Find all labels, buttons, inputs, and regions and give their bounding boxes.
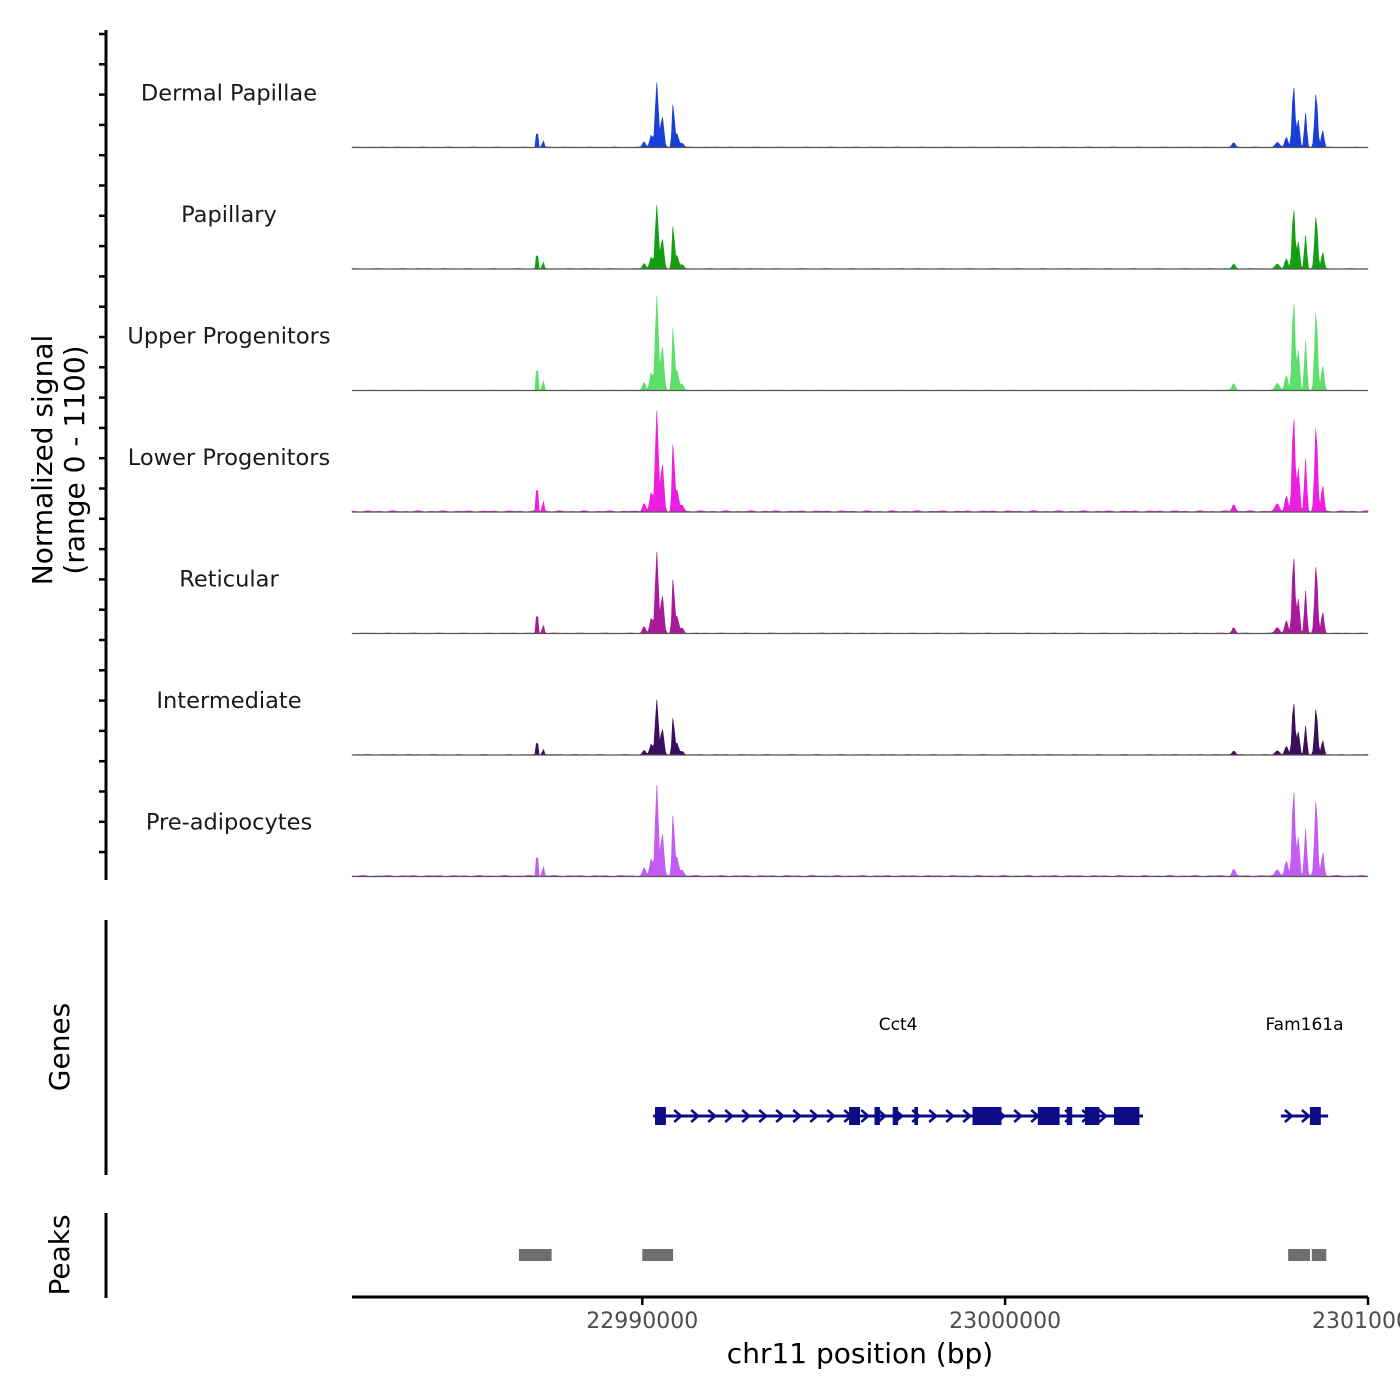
signal-area — [351, 784, 1369, 877]
y-axis-title-group: Normalized signal (range 0 - 1100) — [26, 335, 91, 586]
peak-region — [518, 1249, 552, 1261]
signal-area — [351, 551, 1369, 634]
exon — [655, 1107, 666, 1125]
x-tick-label: 23000000 — [949, 1309, 1061, 1334]
strand-arrow — [809, 1109, 820, 1123]
exon — [972, 1107, 1002, 1125]
signal-area — [351, 295, 1369, 391]
strand-arrow — [724, 1109, 735, 1123]
peak-region — [642, 1249, 674, 1261]
exon — [1037, 1107, 1060, 1125]
signal-area — [351, 205, 1369, 270]
track-label: Upper Progenitors — [127, 324, 330, 350]
signal-area — [351, 410, 1369, 513]
exon — [1085, 1107, 1100, 1125]
exon — [1309, 1107, 1321, 1125]
strand-arrow — [962, 1109, 973, 1123]
strand-arrow — [1098, 1109, 1109, 1123]
track-papillary: Papillary — [181, 202, 1369, 270]
peak-region — [1288, 1249, 1310, 1261]
x-axis-title: chr11 position (bp) — [727, 1337, 993, 1370]
track-intermediate: Intermediate — [156, 688, 1369, 756]
track-reticular: Reticular — [179, 551, 1369, 635]
signal-y-axis-ticks — [99, 32, 106, 854]
track-dermal-papillae: Dermal Papillae — [141, 81, 1369, 149]
signal-area — [351, 82, 1369, 148]
peak-region — [1311, 1249, 1327, 1261]
peak-track — [518, 1249, 1327, 1261]
strand-arrow — [860, 1109, 871, 1123]
gene-fam161a: Fam161a — [1265, 1015, 1344, 1125]
y-axis-range: (range 0 - 1100) — [58, 345, 91, 574]
exon — [1114, 1107, 1140, 1125]
track-label: Papillary — [181, 202, 277, 228]
strand-arrow — [877, 1109, 888, 1123]
signal-area — [351, 699, 1369, 756]
strand-arrow — [1301, 1109, 1311, 1123]
track-pre-adipocytes: Pre-adipocytes — [146, 784, 1369, 878]
genes-label: Genes — [43, 1003, 76, 1091]
track-upper-progenitors: Upper Progenitors — [127, 295, 1369, 392]
strand-arrow — [758, 1109, 769, 1123]
gene-cct4: Cct4 — [653, 1015, 1144, 1125]
strand-arrow — [707, 1109, 718, 1123]
track-label: Reticular — [179, 567, 279, 593]
track-lower-progenitors: Lower Progenitors — [128, 410, 1369, 513]
strand-arrow — [792, 1109, 803, 1123]
track-label: Lower Progenitors — [128, 445, 330, 471]
exon — [892, 1107, 899, 1125]
exon — [874, 1107, 880, 1125]
strand-arrow — [945, 1109, 956, 1123]
exon — [1066, 1107, 1073, 1125]
x-tick-label: 22990000 — [586, 1309, 698, 1334]
gene-track: Cct4 Fam161a — [653, 1015, 1344, 1125]
strand-arrow — [690, 1109, 701, 1123]
strand-arrow — [775, 1109, 786, 1123]
x-tick-label: 23010000 — [1312, 1309, 1400, 1334]
strand-arrow — [928, 1109, 939, 1123]
signal-tracks: Dermal Papillae Papillary Upper Progenitor… — [127, 81, 1369, 878]
x-axis-ticks: 22990000 23000000 23010000 — [586, 1297, 1400, 1334]
gene-name: Cct4 — [879, 1015, 918, 1035]
track-label: Intermediate — [156, 688, 301, 714]
strand-arrow — [1284, 1109, 1294, 1123]
gene-name: Fam161a — [1265, 1015, 1343, 1035]
track-label: Dermal Papillae — [141, 81, 317, 107]
strand-arrow — [741, 1109, 752, 1123]
strand-arrow — [1013, 1109, 1024, 1123]
track-label: Pre-adipocytes — [146, 810, 312, 836]
strand-arrow — [673, 1109, 684, 1123]
peaks-label: Peaks — [43, 1214, 76, 1295]
exon — [914, 1107, 918, 1125]
strand-arrow — [826, 1109, 837, 1123]
exon — [849, 1107, 860, 1125]
y-axis-title: Normalized signal — [26, 335, 59, 586]
